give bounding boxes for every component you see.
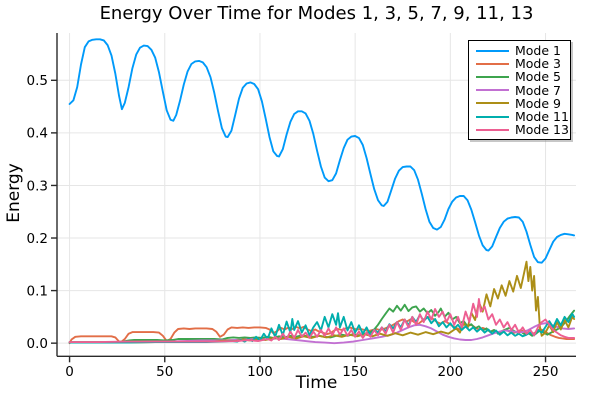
series-line-mode-11 — [68, 312, 576, 344]
series-line-mode-13 — [68, 298, 576, 344]
legend-item-mode-1: Mode 1 — [469, 44, 570, 57]
legend-label: Mode 13 — [515, 122, 569, 138]
x-tick-label: 200 — [437, 364, 463, 380]
legend-item-mode-3: Mode 3 — [469, 57, 570, 70]
legend-label: Mode 1 — [515, 43, 561, 59]
x-axis-label: Time — [295, 373, 338, 393]
series-line-mode-1 — [68, 38, 576, 264]
y-tick-label: 0.4 — [27, 126, 48, 142]
y-tick-label: 0.5 — [27, 73, 48, 89]
legend-item-mode-5: Mode 5 — [469, 70, 570, 83]
legend-item-mode-7: Mode 7 — [469, 84, 570, 97]
legend-label: Mode 11 — [515, 109, 569, 125]
y-axis-label: Energy — [4, 163, 24, 223]
legend-item-mode-11: Mode 11 — [469, 110, 570, 123]
chart-title: Energy Over Time for Modes 1, 3, 5, 7, 9… — [99, 3, 534, 24]
legend-label: Mode 7 — [515, 82, 561, 98]
legend-label: Mode 9 — [515, 95, 561, 111]
legend-line-swatch — [476, 128, 509, 131]
legend-item-mode-9: Mode 9 — [469, 97, 570, 110]
x-tick-label: 250 — [533, 364, 559, 380]
y-tick-label: 0.0 — [27, 336, 48, 352]
legend-line-swatch — [476, 89, 509, 92]
legend-label: Mode 5 — [515, 69, 561, 85]
legend-line-swatch — [476, 75, 509, 78]
y-tick-label: 0.3 — [27, 178, 48, 194]
legend-line-swatch — [476, 115, 509, 118]
legend: Mode 1 Mode 3 Mode 5 Mode 7 Mode 9 Mode 11 Mod… — [468, 40, 571, 141]
y-tick-label: 0.1 — [27, 283, 48, 299]
legend-line-swatch — [476, 49, 509, 52]
legend-item-mode-13: Mode 13 — [469, 123, 570, 136]
x-tick-label: 0 — [65, 364, 74, 380]
legend-label: Mode 3 — [515, 56, 561, 72]
x-tick-label: 100 — [247, 364, 273, 380]
legend-line-swatch — [476, 62, 509, 65]
y-tick-label: 0.2 — [27, 231, 48, 247]
legend-line-swatch — [476, 102, 509, 105]
x-tick-label: 150 — [342, 364, 368, 380]
x-tick-label: 50 — [156, 364, 173, 380]
